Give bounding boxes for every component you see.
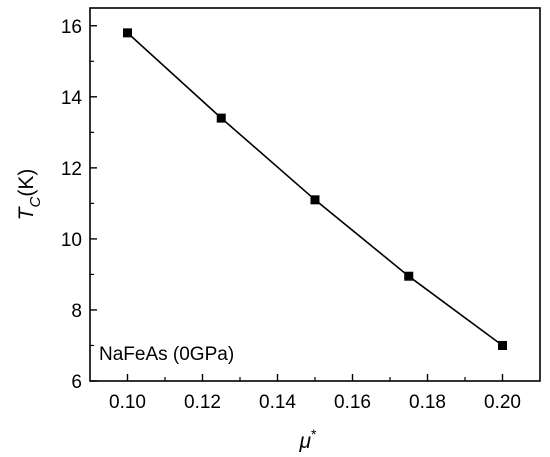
plot-frame [89,7,541,382]
x-tick-label: 0.12 [184,392,221,413]
data-point-marker [123,28,132,38]
y-tick-label: 12 [61,159,82,180]
y-axis-ticks: 6 8 10 12 14 16 [61,17,97,393]
x-axis-title: μ* [299,426,318,453]
x-axis-title-symbol: μ [299,430,312,453]
series-line [126,32,503,347]
x-tick-label: 0.18 [409,392,446,413]
y-tick-label: 10 [61,230,82,251]
y-axis-title-suffix: (K) [15,169,38,197]
y-axis-title-subscript: C [27,197,44,208]
data-point-marker [498,340,507,350]
x-tick-label: 0.20 [484,392,521,413]
plot-frame-group [89,7,541,382]
y-tick-label: 16 [61,17,82,38]
x-axis-ticks: 0.10 0.12 0.14 0.16 0.18 0.20 [109,374,521,413]
x-tick-label: 0.10 [109,392,146,413]
y-tick-label: 6 [71,372,82,393]
y-tick-label: 8 [71,301,82,322]
sample-annotation: NaFeAs (0GPa) [99,344,234,365]
x-tick-label: 0.14 [259,392,296,413]
x-axis-title-superscript: * [311,426,317,442]
y-axis-title-symbol: T [15,205,38,220]
x-tick-label: 0.16 [334,392,371,413]
series-group [123,28,507,350]
data-point-marker [216,113,226,123]
data-point-marker [310,195,320,205]
y-axis-title: TC(K) [15,169,44,221]
data-point-marker [404,271,414,281]
y-tick-label: 14 [61,88,83,109]
